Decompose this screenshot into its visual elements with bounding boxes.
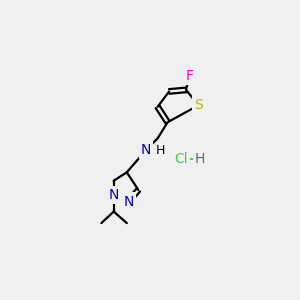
Text: N: N xyxy=(109,188,119,203)
Text: F: F xyxy=(185,69,193,83)
Text: S: S xyxy=(194,98,203,112)
Text: H: H xyxy=(156,144,165,157)
Text: N: N xyxy=(141,143,151,157)
Text: Cl: Cl xyxy=(174,152,188,166)
Text: H: H xyxy=(195,152,205,166)
Text: N: N xyxy=(123,195,134,208)
